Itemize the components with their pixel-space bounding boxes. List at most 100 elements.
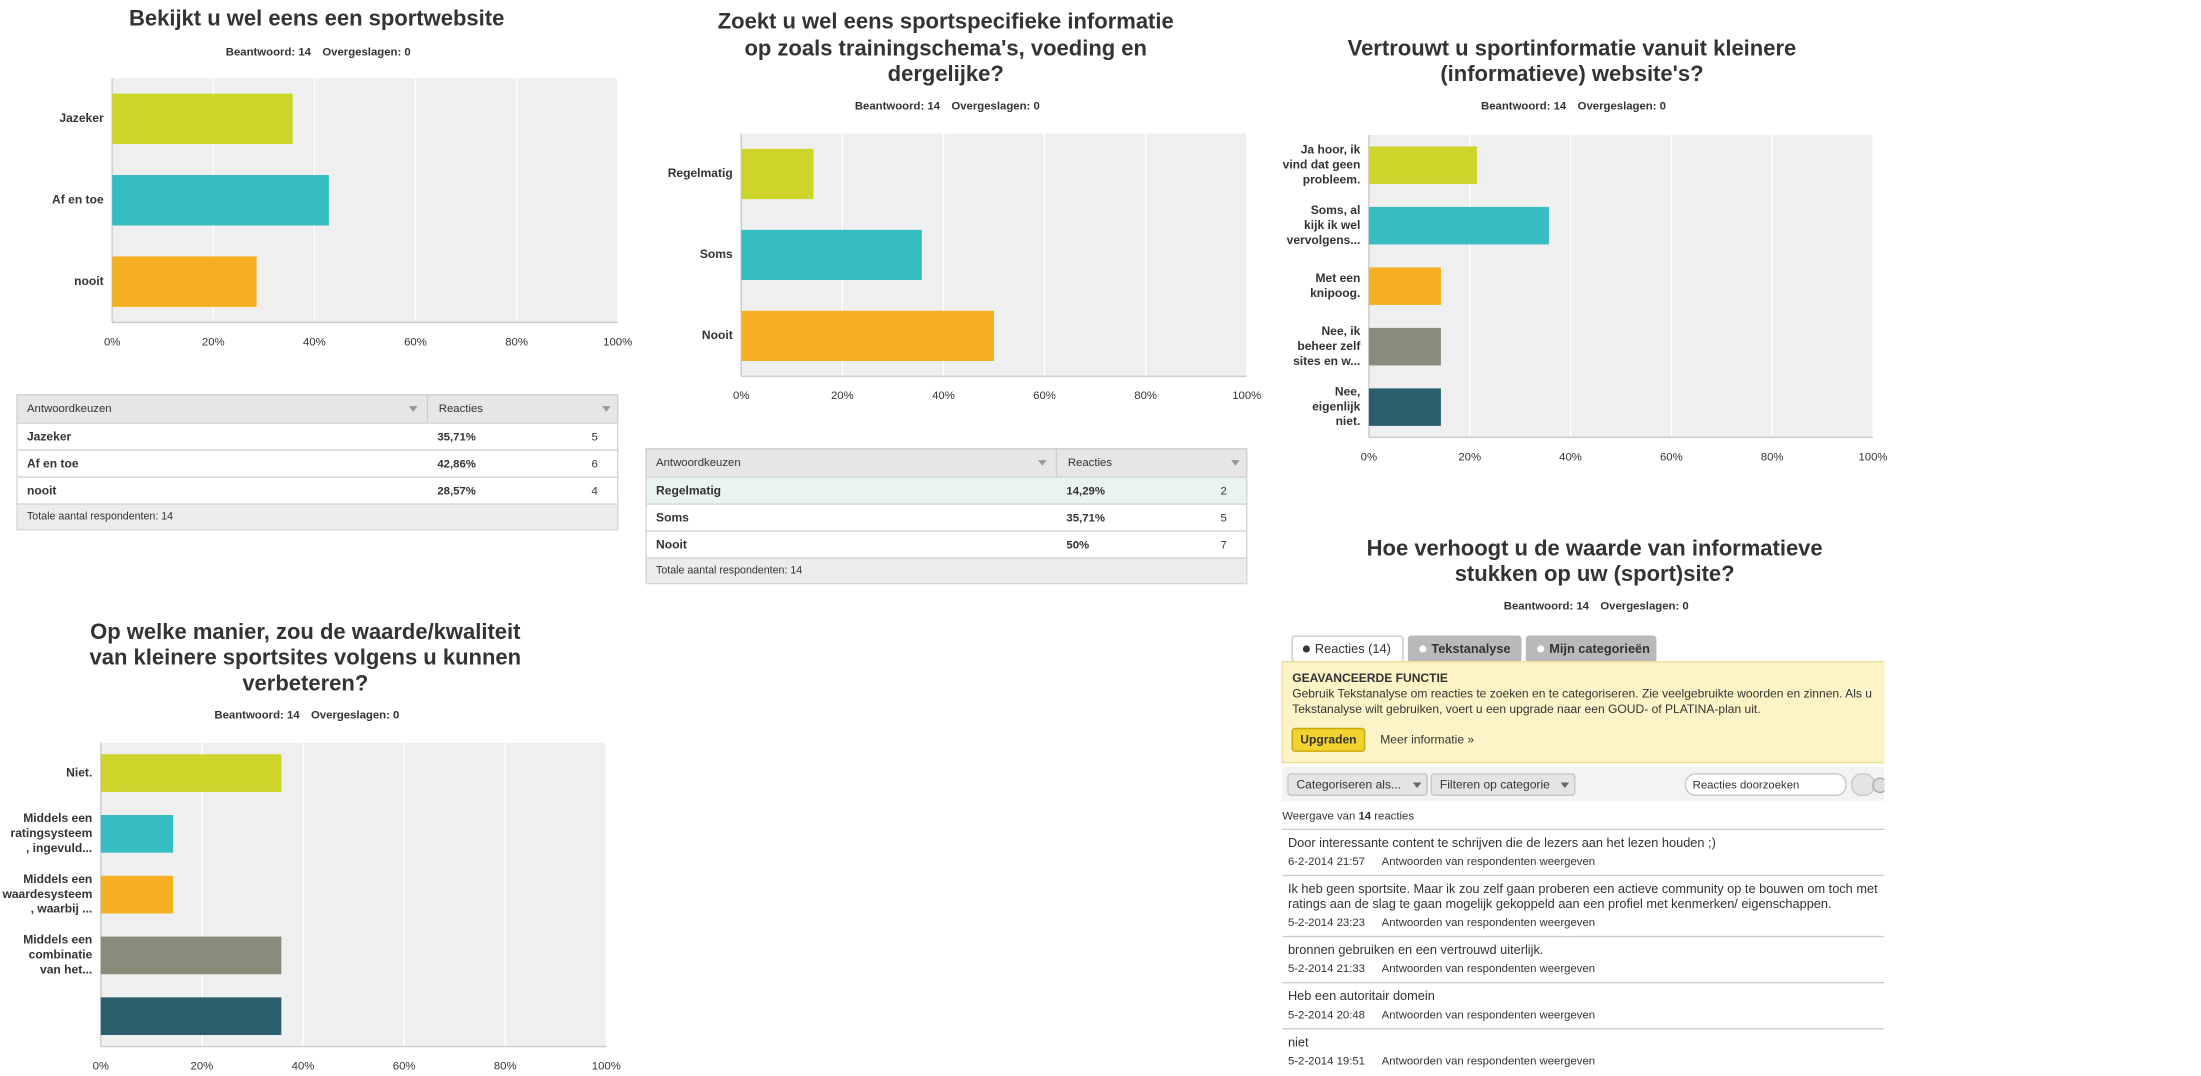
x-tick-label: 100% bbox=[603, 336, 632, 348]
search-placeholder: Reacties doorzoeken bbox=[1693, 779, 1800, 791]
x-tick-label: 40% bbox=[932, 390, 955, 402]
skipped-count: Overgeslagen: 0 bbox=[311, 710, 399, 722]
table-header bbox=[16, 394, 619, 424]
table-footer-text: Totale aantal respondenten: 14 bbox=[27, 511, 173, 523]
x-tick-label: 40% bbox=[303, 336, 326, 348]
question-title: Bekijkt u wel eens een sportwebsite bbox=[129, 6, 504, 31]
response-date: 5-2-2014 20:48 bbox=[1288, 1009, 1365, 1021]
answered-count: Beantwoord: 14 bbox=[1504, 600, 1590, 612]
x-tick-label: 20% bbox=[191, 1060, 214, 1072]
category-label: , waarbij ... bbox=[31, 902, 93, 916]
answered-count: Beantwoord: 14 bbox=[1481, 101, 1567, 113]
category-label: Middels een bbox=[23, 872, 92, 886]
answer-percent: 50% bbox=[1066, 539, 1089, 551]
plot-area bbox=[1368, 134, 1873, 438]
more-info-link[interactable]: Meer informatie » bbox=[1380, 733, 1474, 747]
response-count-part: Weergave van bbox=[1282, 811, 1358, 823]
category-label: sites en w... bbox=[1293, 354, 1360, 368]
answer-percent: 28,57% bbox=[437, 485, 476, 497]
respondent-link[interactable]: Antwoorden van respondenten weergeven bbox=[1382, 917, 1595, 929]
tab-label: Tekstanalyse bbox=[1431, 641, 1510, 656]
tab-icon bbox=[1419, 645, 1427, 653]
category-label: knipoog. bbox=[1310, 286, 1360, 300]
answer-label: Af en toe bbox=[27, 457, 79, 471]
answer-percent: 35,71% bbox=[437, 431, 476, 443]
response-count-part: 14 bbox=[1358, 811, 1371, 823]
bar bbox=[112, 256, 257, 307]
respondent-link[interactable]: Antwoorden van respondenten weergeven bbox=[1382, 1009, 1595, 1021]
sort-arrow bbox=[408, 406, 418, 412]
column-header: Antwoordkeuzen bbox=[656, 457, 741, 469]
notice-text: Gebruik Tekstanalyse om reacties te zoek… bbox=[1292, 687, 1872, 701]
table-row bbox=[16, 476, 619, 505]
bar bbox=[100, 936, 282, 975]
category-label: Niet. bbox=[66, 765, 92, 779]
tab-icon bbox=[1537, 645, 1545, 653]
dropdown[interactable] bbox=[1430, 773, 1576, 796]
bar bbox=[741, 310, 994, 361]
table-footer bbox=[645, 557, 1248, 585]
answer-percent: 42,86% bbox=[437, 458, 476, 470]
column-header: Antwoordkeuzen bbox=[27, 403, 112, 415]
dropdown[interactable] bbox=[1287, 773, 1428, 796]
table-row bbox=[645, 476, 1248, 505]
table-row bbox=[645, 503, 1248, 532]
x-tick-label: 0% bbox=[93, 1060, 109, 1072]
bar bbox=[100, 754, 282, 792]
category-label: probleem. bbox=[1303, 172, 1361, 186]
category-label: Nooit bbox=[702, 328, 733, 342]
respondent-link[interactable]: Antwoorden van respondenten weergeven bbox=[1382, 856, 1595, 868]
answer-count: 7 bbox=[1221, 539, 1227, 551]
category-label: Nee, bbox=[1335, 384, 1360, 398]
category-label: combinatie bbox=[29, 948, 93, 962]
category-label: , ingevuld... bbox=[26, 841, 92, 855]
response-text: Heb een autoritair domein bbox=[1288, 988, 1435, 1003]
upgrade-button[interactable] bbox=[1291, 727, 1366, 752]
category-label: Met een bbox=[1315, 271, 1360, 285]
search-button-icon bbox=[1872, 777, 1885, 794]
bar bbox=[100, 815, 174, 853]
notice-text: Tekstanalyse wilt gebruiken, voert u een… bbox=[1292, 702, 1760, 716]
sort-arrow bbox=[602, 406, 611, 412]
response-count-part: reacties bbox=[1371, 811, 1414, 823]
x-tick-label: 100% bbox=[592, 1060, 621, 1072]
category-label: Jazeker bbox=[59, 111, 104, 125]
response-date: 5-2-2014 23:23 bbox=[1288, 917, 1365, 929]
x-tick-label: 60% bbox=[1660, 451, 1683, 463]
skipped-count: Overgeslagen: 0 bbox=[322, 47, 410, 59]
question-title: verbeteren? bbox=[242, 670, 368, 695]
question-title: Op welke manier, zou de waarde/kwaliteit bbox=[90, 619, 521, 644]
x-tick-label: 20% bbox=[202, 336, 225, 348]
dropdown-arrow bbox=[1560, 782, 1570, 789]
respondent-link[interactable]: Antwoorden van respondenten weergeven bbox=[1382, 1055, 1595, 1067]
x-tick-label: 0% bbox=[104, 336, 120, 348]
tab-icon bbox=[1302, 645, 1310, 653]
category-label: vervolgens... bbox=[1287, 233, 1361, 247]
plot-area bbox=[100, 742, 607, 1047]
notice-heading: GEAVANCEERDE FUNCTIE bbox=[1292, 671, 1448, 685]
question-title: op zoals trainingschema's, voeding en bbox=[744, 36, 1147, 61]
table-row bbox=[16, 422, 619, 451]
question-title: Hoe verhoogt u de waarde van informatiev… bbox=[1367, 535, 1823, 560]
table-footer bbox=[16, 503, 619, 531]
search-box[interactable] bbox=[1684, 773, 1847, 796]
tab-label: Mijn categorieën bbox=[1549, 641, 1650, 656]
answer-label: Nooit bbox=[656, 538, 687, 552]
x-tick-label: 40% bbox=[292, 1060, 315, 1072]
answer-count: 5 bbox=[591, 431, 597, 443]
category-label: vind dat geen bbox=[1283, 157, 1361, 171]
response-text: bronnen gebruiken en een vertrouwd uiter… bbox=[1288, 942, 1543, 957]
category-label: Middels een bbox=[23, 811, 92, 825]
search-button[interactable] bbox=[1850, 773, 1876, 796]
x-tick-label: 100% bbox=[1858, 451, 1887, 463]
category-label: waardesysteem bbox=[1, 887, 92, 901]
skipped-count: Overgeslagen: 0 bbox=[1578, 101, 1666, 113]
respondent-link[interactable]: Antwoorden van respondenten weergeven bbox=[1382, 963, 1595, 975]
category-label: Ja hoor, ik bbox=[1301, 142, 1361, 156]
category-label: Soms bbox=[700, 247, 733, 261]
bar bbox=[112, 175, 329, 226]
x-tick-label: 100% bbox=[1232, 390, 1261, 402]
table-footer-text: Totale aantal respondenten: 14 bbox=[656, 565, 802, 577]
bar bbox=[741, 229, 922, 281]
answer-label: nooit bbox=[27, 484, 56, 498]
